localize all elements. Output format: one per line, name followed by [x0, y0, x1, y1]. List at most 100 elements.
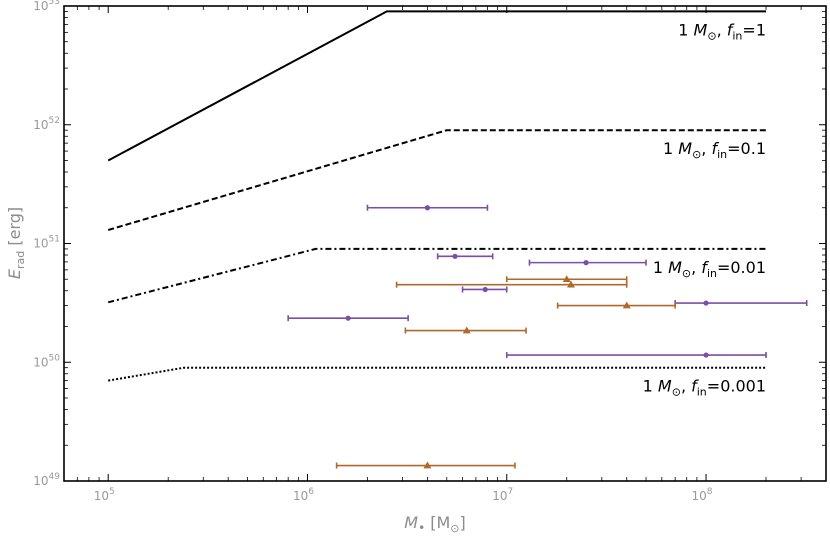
label-sun-subscript: ⊙	[692, 148, 701, 161]
label-sun-subscript: ⊙	[707, 29, 716, 42]
triangle-marker	[562, 275, 571, 283]
plot-frame	[63, 5, 827, 482]
curve-labels: 1 M⊙, fin=11 M⊙, fin=0.11 M⊙, fin=0.011 …	[643, 20, 766, 398]
x-tick-label: 107	[492, 487, 513, 503]
label-f: f	[701, 258, 709, 277]
data-point	[404, 326, 527, 334]
axis-titles: M• [M⊙] Erad [erg]	[5, 207, 466, 535]
circle-marker	[424, 205, 431, 211]
label-value: =0.001	[707, 377, 766, 396]
y-tick-label: 1052	[33, 116, 60, 132]
data-point	[287, 315, 409, 322]
data-point	[436, 253, 494, 260]
circle-marker	[345, 315, 351, 321]
x-title-symbol: M	[404, 513, 418, 532]
tick-exponent: 50	[49, 353, 61, 363]
x-title-unit-open: [M	[425, 513, 450, 532]
y-tick-label: 1053	[33, 0, 60, 13]
data-point	[505, 275, 628, 283]
data-point	[505, 352, 767, 359]
tick-exponent: 7	[508, 487, 514, 497]
curve-label-fin-0.1: 1 M⊙, fin=0.1	[663, 139, 766, 161]
label-mass-symbol: M	[694, 20, 708, 39]
label-sun-subscript: ⊙	[682, 267, 691, 280]
tick-exponent: 8	[707, 487, 713, 497]
tick-exponent: 52	[49, 116, 60, 126]
triangle-marker	[462, 326, 471, 334]
tick-exponent: 51	[49, 235, 60, 245]
data-point	[366, 204, 489, 211]
label-mass: 1	[653, 258, 668, 277]
triangle-marker	[622, 301, 631, 309]
label-f-subscript: in	[697, 386, 707, 399]
y-tick-label: 1050	[33, 353, 60, 369]
tick-base: 10	[692, 489, 707, 503]
tick-base: 10	[33, 474, 48, 488]
curve-fin-0.1	[107, 129, 766, 231]
model-curves	[107, 10, 766, 382]
data-point	[556, 301, 676, 309]
label-mass-symbol: M	[678, 139, 692, 158]
curve-label-fin-1: 1 M⊙, fin=1	[678, 20, 766, 42]
label-value: =0.01	[717, 258, 766, 277]
circle-marker	[703, 300, 709, 306]
circle-marker	[703, 352, 709, 358]
data-point	[461, 286, 508, 293]
tick-base: 10	[492, 489, 507, 503]
data-series	[287, 204, 808, 469]
y-title-symbol: E	[5, 268, 24, 279]
tick-exponent: 5	[109, 487, 115, 497]
tick-base: 10	[33, 118, 48, 132]
label-f-subscript: in	[717, 148, 727, 161]
tick-base: 10	[33, 237, 48, 251]
curve-fin-0.01	[107, 247, 766, 304]
tick-exponent: 49	[49, 472, 61, 482]
triangle-marker	[423, 461, 432, 469]
tick-base: 10	[293, 489, 308, 503]
circle-marker	[482, 286, 488, 293]
label-mass: 1	[678, 20, 693, 39]
data-point	[674, 300, 808, 307]
circle-marker	[583, 260, 589, 266]
y-title-unit: [erg]	[5, 207, 24, 251]
label-mass: 1	[643, 377, 658, 396]
label-separator: ,	[691, 258, 701, 277]
curve-fin-1	[107, 10, 766, 162]
curve-label-fin-0.01: 1 M⊙, fin=0.01	[653, 258, 766, 280]
x-tick-label: 106	[293, 487, 314, 503]
label-separator: ,	[701, 139, 711, 158]
triangle-marker	[566, 280, 575, 288]
tick-base: 10	[33, 0, 48, 13]
label-mass-symbol: M	[658, 377, 672, 396]
circle-marker	[452, 253, 458, 259]
x-tick-label: 108	[692, 487, 713, 503]
label-mass: 1	[663, 139, 678, 158]
tick-base: 10	[94, 489, 109, 503]
x-title-unit-subscript: ⊙	[450, 522, 459, 535]
label-f: f	[727, 20, 735, 39]
label-separator: ,	[717, 20, 727, 39]
y-axis-title: Erad [erg]	[5, 207, 27, 279]
y-tick-label: 1051	[33, 235, 60, 251]
x-tick-label: 105	[94, 487, 115, 503]
curve-fin-0.001	[108, 366, 766, 382]
curve-label-fin-0.001: 1 M⊙, fin=0.001	[643, 377, 766, 399]
data-point	[395, 280, 628, 288]
label-value: =1	[742, 20, 766, 39]
tick-base: 10	[33, 355, 48, 369]
tick-exponent: 6	[308, 487, 314, 497]
y-tick-label: 1049	[33, 472, 60, 488]
y-title-subscript: rad	[14, 251, 27, 269]
x-title-bullet: •	[418, 521, 425, 535]
label-mass-symbol: M	[668, 258, 682, 277]
label-f: f	[711, 139, 719, 158]
label-f: f	[691, 377, 699, 396]
data-point	[528, 259, 647, 266]
label-sun-subscript: ⊙	[672, 386, 681, 399]
label-f-subscript: in	[707, 267, 717, 280]
label-f-subscript: in	[732, 29, 742, 42]
label-value: =0.1	[727, 139, 766, 158]
